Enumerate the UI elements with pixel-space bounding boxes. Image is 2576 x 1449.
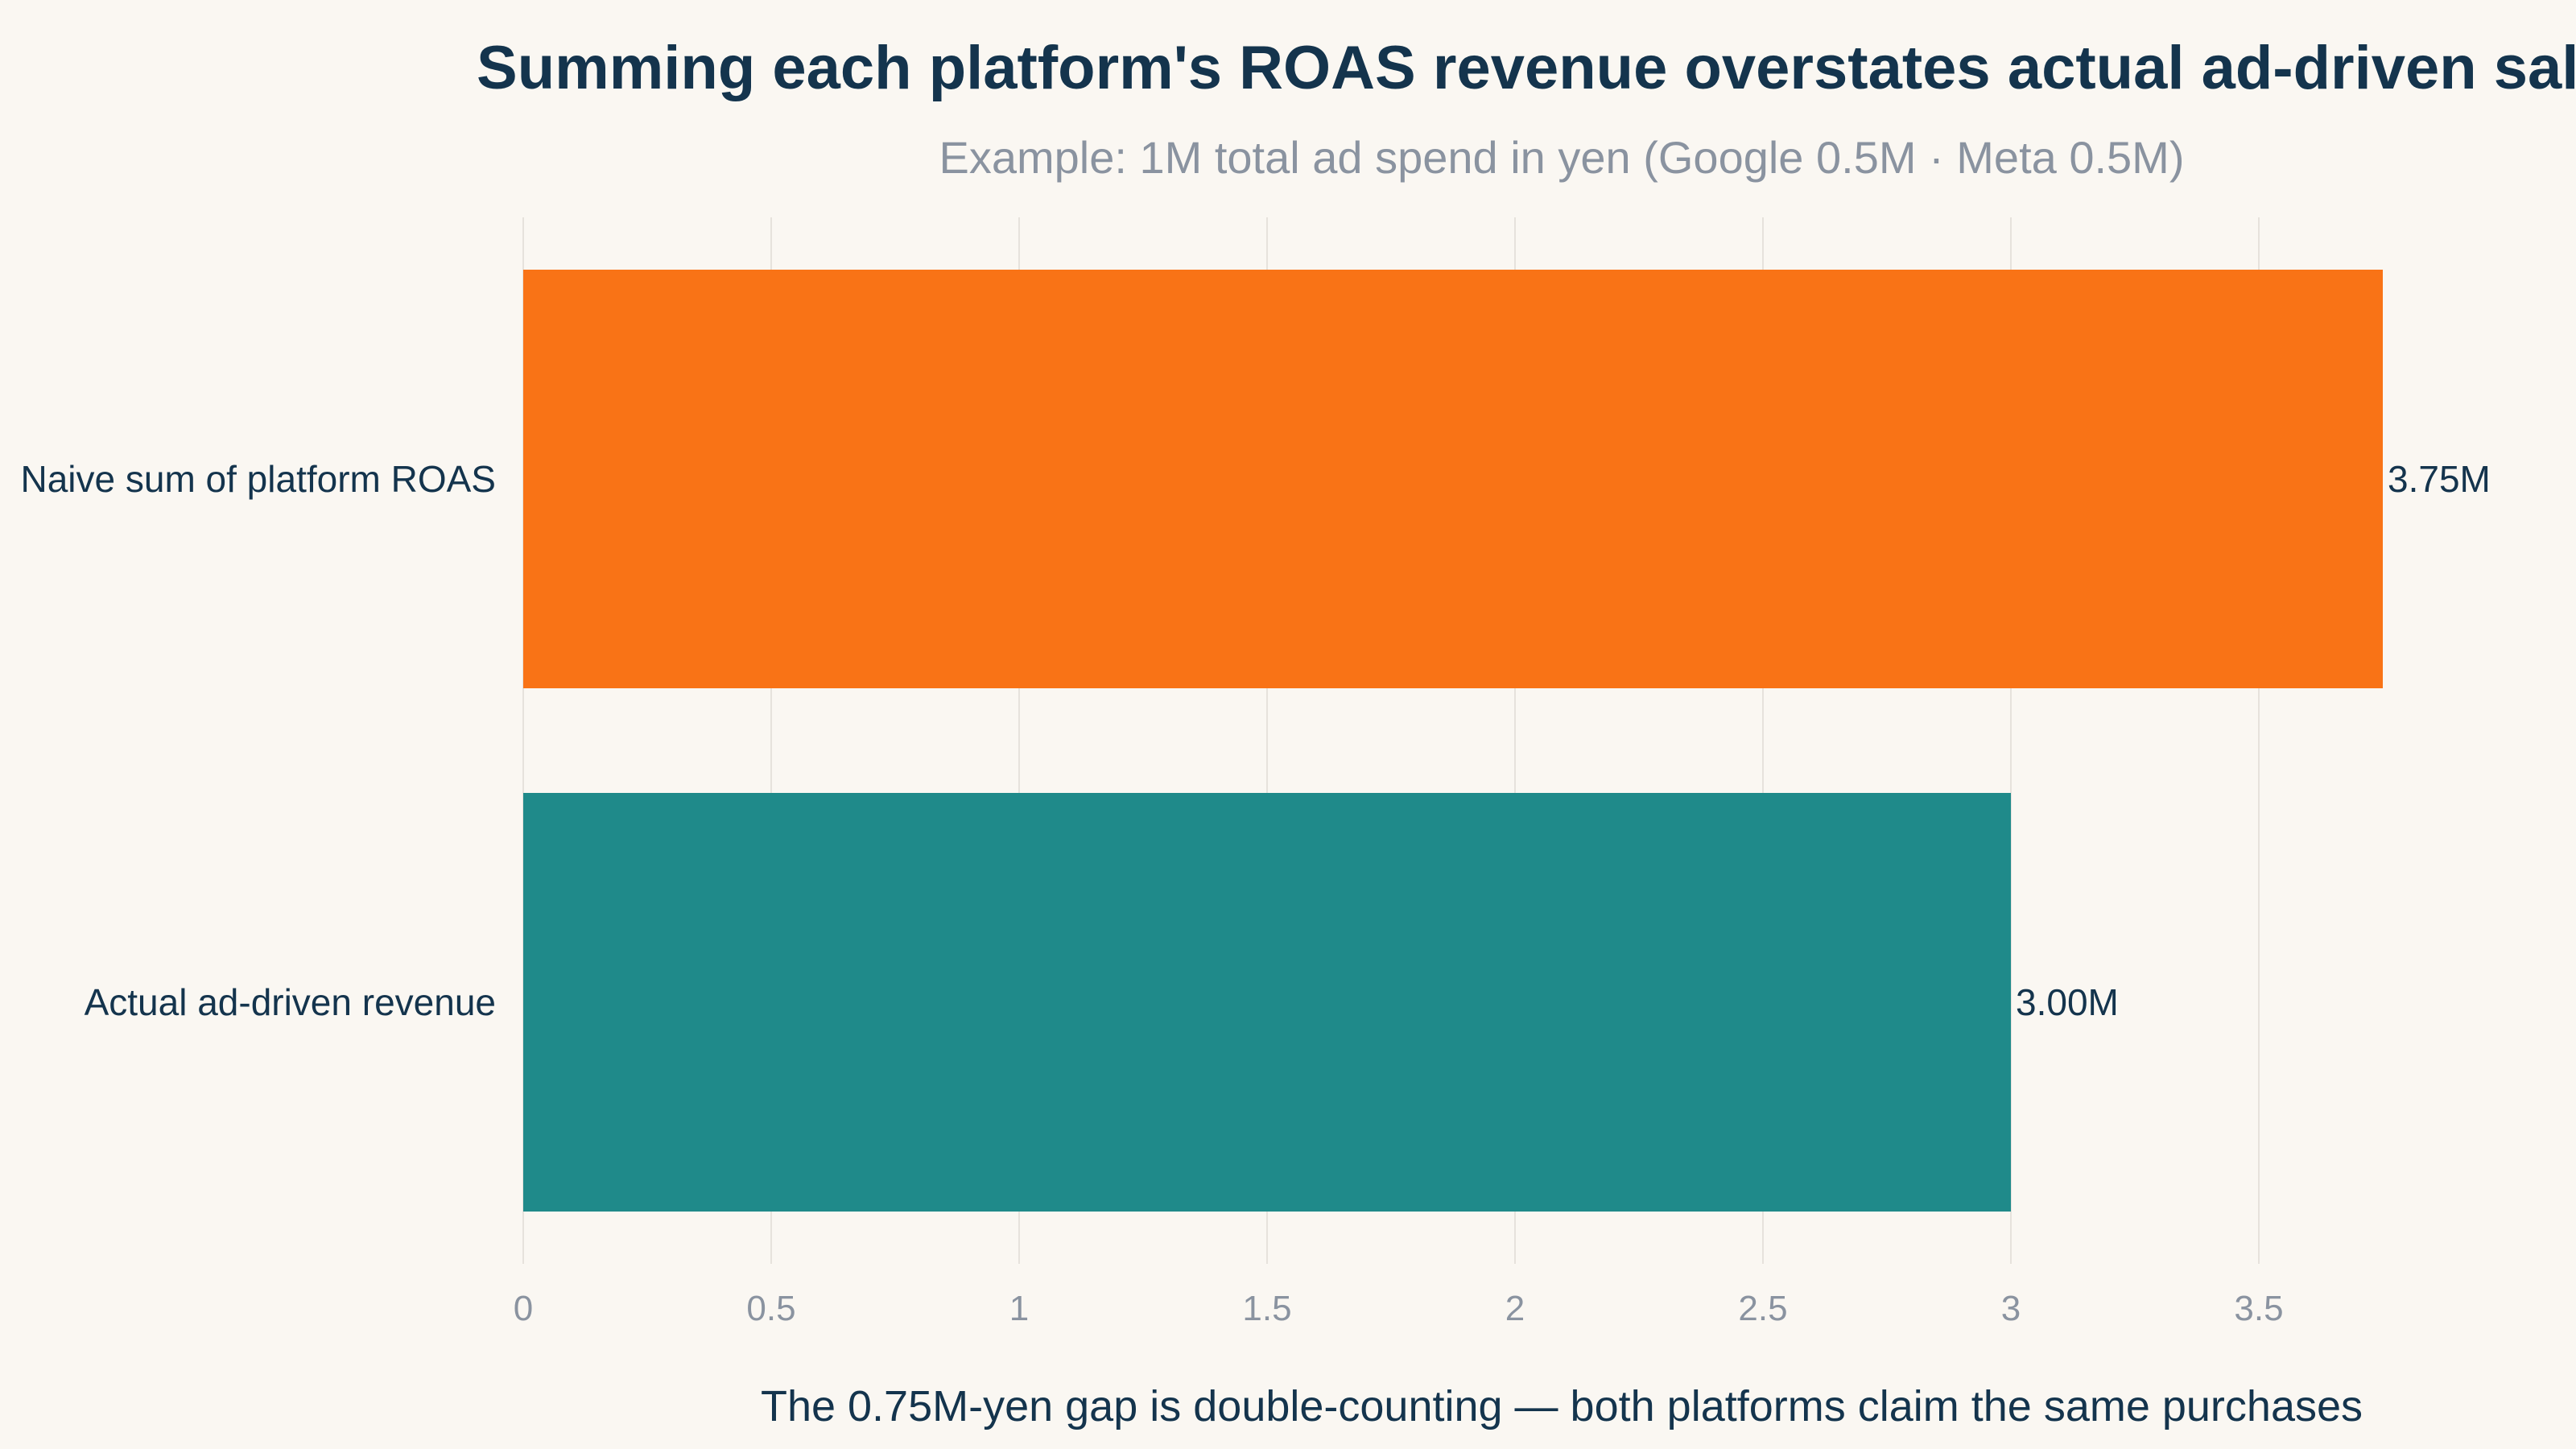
bar (523, 270, 2383, 688)
bar-value-label: 3.00M (2016, 981, 2119, 1023)
x-tick-label: 1 (1009, 1289, 1029, 1328)
x-tick-label: 1.5 (1242, 1289, 1291, 1328)
x-tick-label: 2 (1505, 1289, 1525, 1328)
chart-subtitle: Example: 1M total ad spend in yen (Googl… (939, 132, 2185, 183)
x-tick-label: 2.5 (1738, 1289, 1787, 1328)
bar-value-label: 3.75M (2388, 458, 2491, 500)
chart-title: Summing each platform's ROAS revenue ove… (477, 34, 2576, 102)
x-tick-labels: 0 0.5 1 1.5 2 2.5 3 3.5 (514, 1289, 2284, 1328)
category-label: Naive sum of platform ROAS (20, 458, 496, 500)
x-tick-label: 0.5 (746, 1289, 795, 1328)
x-tick-label: 0 (514, 1289, 533, 1328)
value-labels: 3.75M 3.00M (2016, 458, 2491, 1023)
x-tick-label: 3.5 (2234, 1289, 2283, 1328)
x-axis-label: The 0.75M-yen gap is double-counting — b… (761, 1382, 2363, 1430)
bar (523, 793, 2011, 1212)
category-labels: Naive sum of platform ROAS Actual ad-driv… (20, 458, 496, 1023)
bars-group (523, 270, 2383, 1212)
x-tick-label: 3 (2001, 1289, 2021, 1328)
category-label: Actual ad-driven revenue (85, 981, 496, 1023)
